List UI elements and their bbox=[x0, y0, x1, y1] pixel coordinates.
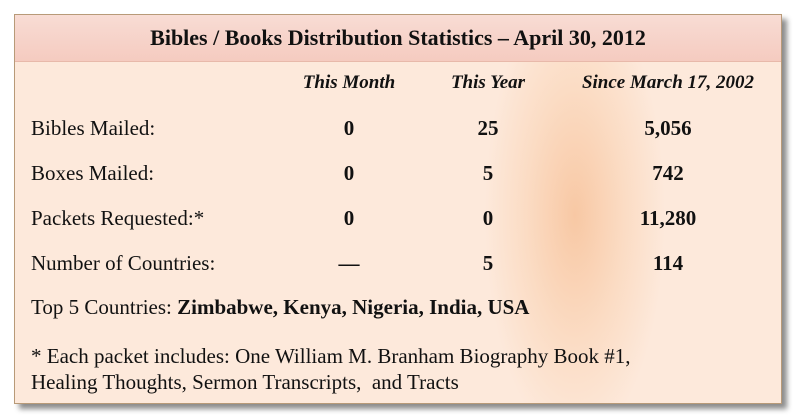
footnote-line: * Each packet includes: One William M. B… bbox=[31, 344, 631, 368]
footnote-line: Healing Thoughts, Sermon Transcripts, an… bbox=[31, 370, 459, 394]
cell-value: — bbox=[338, 251, 360, 275]
row-label: Bibles Mailed: bbox=[31, 116, 156, 140]
top-countries: Top 5 Countries: Zimbabwe, Kenya, Nigeri… bbox=[31, 297, 529, 318]
title-bar bbox=[15, 15, 781, 62]
column-header: Since March 17, 2002 bbox=[581, 72, 755, 93]
row-label: Packets Requested:* bbox=[31, 206, 205, 230]
cell-value: 0 bbox=[343, 206, 355, 230]
cell-value: 25 bbox=[477, 116, 499, 140]
cell-value: 0 bbox=[343, 161, 355, 185]
top-countries-label: Top 5 Countries: bbox=[31, 295, 172, 319]
cell-value: 114 bbox=[652, 251, 684, 275]
cell-value: 5 bbox=[482, 161, 494, 185]
cell-value: 0 bbox=[343, 116, 355, 140]
column-header: This Month bbox=[302, 72, 396, 93]
row-label: Number of Countries: bbox=[31, 251, 216, 275]
row-label: Boxes Mailed: bbox=[31, 161, 155, 185]
cell-value: 5 bbox=[482, 251, 494, 275]
cell-value: 5,056 bbox=[644, 116, 692, 140]
cell-value: 742 bbox=[652, 161, 684, 185]
column-header: This Year bbox=[450, 72, 526, 93]
cell-value: 0 bbox=[482, 206, 494, 230]
stats-panel: Bibles / Books Distribution Statistics –… bbox=[14, 14, 782, 404]
cell-value: 11,280 bbox=[639, 206, 697, 230]
top-countries-value: Zimbabwe, Kenya, Nigeria, India, USA bbox=[177, 295, 530, 319]
title: Bibles / Books Distribution Statistics –… bbox=[150, 25, 646, 50]
